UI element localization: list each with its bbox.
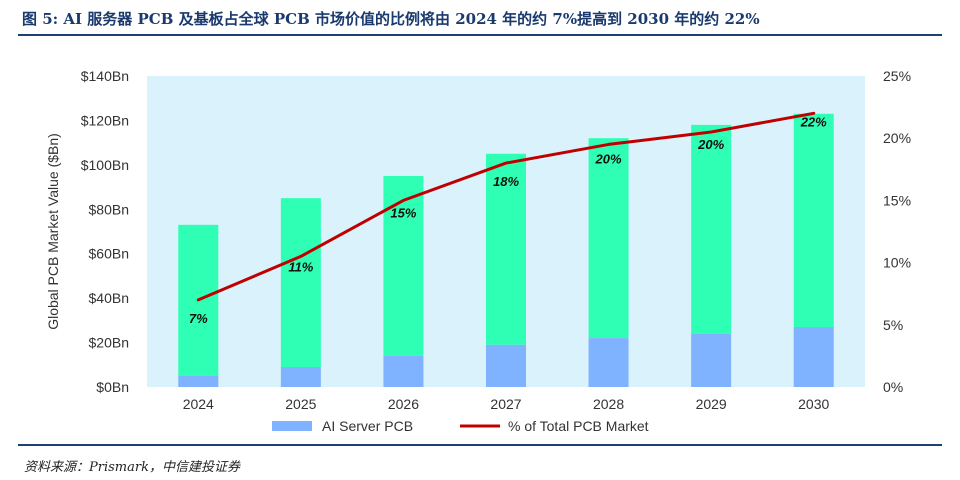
bar-ai-server-pcb: [793, 327, 834, 387]
x-tick-label: 2026: [388, 396, 419, 412]
bar-remaining-pcb: [588, 138, 629, 339]
x-tick-label: 2030: [798, 396, 829, 412]
bar-ai-server-pcb: [383, 355, 424, 387]
data-label: 18%: [493, 174, 519, 189]
y-axis-label: Global PCB Market Value ($Bn): [45, 133, 61, 330]
x-tick-label: 2027: [490, 396, 521, 412]
x-tick-label: 2024: [183, 396, 214, 412]
y2-tick-label: 25%: [883, 68, 911, 84]
x-tick-label: 2028: [593, 396, 624, 412]
y2-tick-label: 10%: [883, 255, 911, 271]
line-pct-total-market: [196, 111, 816, 302]
bar-remaining-pcb: [280, 198, 321, 368]
bar-ai-server-pcb: [486, 344, 526, 387]
legend-label-ai-server-pcb: AI Server PCB: [322, 418, 413, 434]
bar-remaining-pcb: [486, 153, 526, 345]
data-label: 15%: [390, 205, 416, 220]
data-label: 7%: [189, 311, 208, 326]
legend-swatch-ai-server-pcb: [272, 421, 312, 431]
y2-tick-label: 20%: [883, 130, 911, 146]
legend-label-pct-market: % of Total PCB Market: [508, 418, 649, 434]
y-tick-label: $0Bn: [96, 379, 129, 395]
bar-remaining-pcb: [793, 113, 834, 328]
bar-ai-server-pcb: [178, 375, 219, 387]
bar-remaining-pcb: [691, 124, 732, 334]
source-note: 资料来源：Prismark，中信建投证券: [24, 460, 240, 475]
y2-tick-label: 0%: [883, 379, 903, 395]
data-label: 22%: [800, 114, 827, 129]
y2-tick-label: 5%: [883, 317, 903, 333]
y-tick-label: $80Bn: [89, 201, 129, 217]
data-label: 11%: [288, 259, 313, 274]
source-rule: [18, 444, 942, 446]
y-tick-label: $20Bn: [89, 335, 129, 351]
x-tick-label: 2025: [285, 396, 316, 412]
y-tick-label: $120Bn: [81, 112, 129, 128]
y-tick-label: $40Bn: [89, 290, 129, 306]
bar-ai-server-pcb: [588, 338, 629, 387]
y2-tick-label: 15%: [883, 192, 911, 208]
bar-ai-server-pcb: [280, 367, 321, 387]
y-tick-label: $100Bn: [81, 157, 129, 173]
data-label: 20%: [697, 137, 724, 152]
x-tick-label: 2029: [696, 396, 727, 412]
y-tick-label: $140Bn: [81, 68, 129, 84]
bar-ai-server-pcb: [691, 333, 732, 387]
y-tick-label: $60Bn: [89, 246, 129, 262]
data-label: 20%: [595, 151, 622, 166]
title-rule: [18, 34, 942, 36]
bar-remaining-pcb: [383, 175, 424, 356]
chart-title: 图 5: AI 服务器 PCB 及基板占全球 PCB 市场价值的比例将由 202…: [22, 10, 760, 28]
